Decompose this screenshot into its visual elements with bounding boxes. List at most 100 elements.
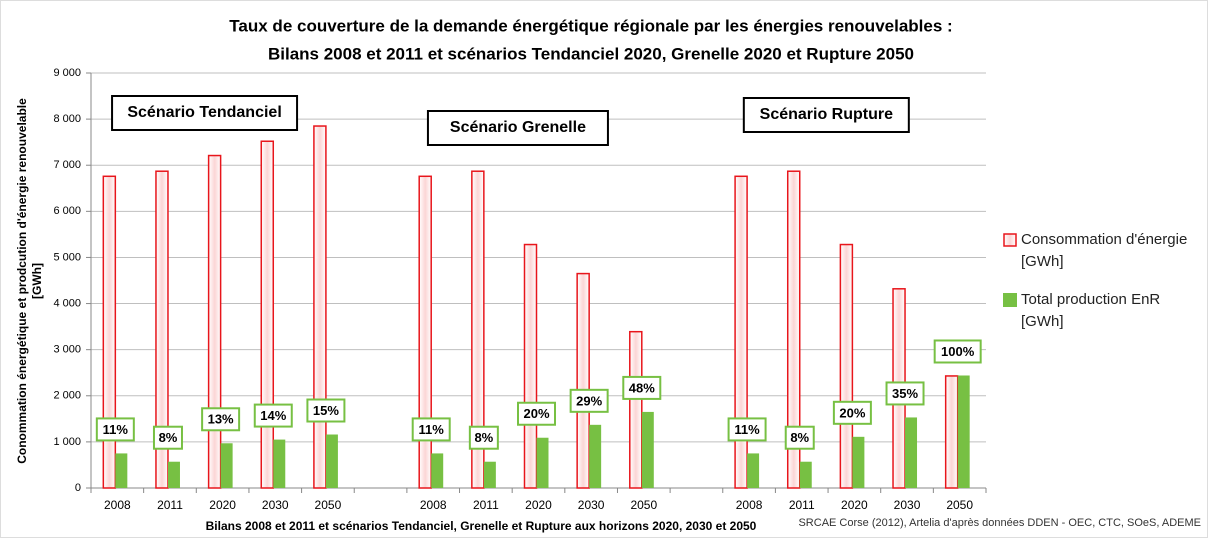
y-tick-label: 7 000 bbox=[53, 159, 81, 171]
data-label-box bbox=[152, 425, 183, 450]
scenario-label: Scénario Rupture bbox=[760, 106, 893, 123]
data-label: 100% bbox=[941, 344, 975, 359]
bar bbox=[629, 330, 643, 489]
bar bbox=[483, 461, 496, 488]
x-tick-label: 2050 bbox=[946, 498, 973, 512]
y-axis-label: [GWh] bbox=[30, 263, 44, 299]
data-label-box bbox=[517, 401, 556, 426]
data-label: 20% bbox=[523, 406, 549, 421]
data-label: 15% bbox=[313, 403, 339, 418]
data-label-box bbox=[622, 375, 662, 400]
bar bbox=[220, 443, 233, 488]
data-label-box bbox=[727, 417, 767, 442]
data-label: 14% bbox=[260, 408, 286, 423]
data-label: 11% bbox=[734, 422, 760, 437]
bar bbox=[852, 436, 865, 488]
scenario-label: Scénario Grenelle bbox=[450, 119, 586, 136]
bar bbox=[273, 439, 286, 488]
data-label: 35% bbox=[892, 386, 918, 401]
y-tick-label: 5 000 bbox=[53, 251, 81, 263]
bar bbox=[418, 175, 432, 489]
data-label: 11% bbox=[103, 422, 129, 437]
x-axis-label: Bilans 2008 et 2011 et scénarios Tendanc… bbox=[206, 519, 757, 533]
scenario-box bbox=[426, 110, 609, 146]
bar bbox=[576, 272, 590, 489]
data-label: 48% bbox=[629, 380, 655, 395]
data-label-box bbox=[885, 381, 925, 406]
x-tick-label: 2030 bbox=[578, 498, 605, 512]
bar bbox=[207, 154, 222, 489]
x-tick-label: 2020 bbox=[209, 498, 236, 512]
bar bbox=[944, 375, 959, 489]
legend-entry: Total production EnR [GWh] bbox=[1003, 289, 1191, 333]
data-label: 11% bbox=[419, 422, 445, 437]
bar bbox=[167, 461, 180, 488]
x-tick-label: 2008 bbox=[736, 498, 763, 512]
scenario-box bbox=[742, 97, 910, 133]
bar bbox=[102, 175, 117, 489]
x-tick-label: 2008 bbox=[420, 498, 447, 512]
bar bbox=[905, 417, 918, 488]
bar bbox=[155, 170, 169, 489]
x-tick-label: 2008 bbox=[104, 498, 131, 512]
data-label: 29% bbox=[576, 393, 602, 408]
bar bbox=[536, 437, 549, 488]
bar bbox=[589, 424, 602, 488]
legend-label: Consommation d'énergie [GWh] bbox=[1021, 231, 1188, 270]
bar bbox=[431, 453, 444, 488]
bar bbox=[747, 453, 760, 488]
x-tick-label: 2030 bbox=[894, 498, 921, 512]
bar bbox=[641, 411, 654, 488]
chart-title: Taux de couverture de la demande énergét… bbox=[229, 16, 952, 35]
data-label: 8% bbox=[474, 430, 493, 445]
y-tick-label: 8 000 bbox=[53, 113, 81, 125]
data-label-box bbox=[306, 398, 346, 423]
y-tick-label: 2 000 bbox=[53, 390, 81, 402]
bar bbox=[260, 140, 275, 489]
y-tick-label: 1 000 bbox=[53, 436, 81, 448]
x-tick-label: 2011 bbox=[789, 498, 815, 512]
chart-title: Bilans 2008 et 2011 et scénarios Tendanc… bbox=[268, 44, 914, 63]
y-axis-label: Conommation énergétique et prodcution d'… bbox=[15, 98, 29, 464]
data-label: 20% bbox=[839, 405, 865, 420]
data-label-box bbox=[411, 417, 451, 442]
y-tick-label: 9 000 bbox=[53, 67, 81, 79]
data-label: 8% bbox=[159, 430, 178, 445]
bar bbox=[325, 434, 338, 488]
source: SRCAE Corse (2012), Artelia d'après donn… bbox=[798, 517, 1201, 529]
x-tick-label: 2020 bbox=[841, 498, 868, 512]
bar bbox=[115, 453, 128, 488]
data-label-box bbox=[933, 339, 982, 364]
x-tick-label: 2020 bbox=[525, 498, 552, 512]
legend-entry: Consommation d'énergie [GWh] bbox=[1003, 229, 1191, 273]
x-tick-label: 2050 bbox=[630, 498, 657, 512]
legend-swatch bbox=[1003, 233, 1017, 247]
bar bbox=[786, 170, 801, 489]
bar bbox=[313, 125, 327, 489]
scenario-box bbox=[111, 95, 299, 131]
data-label-box bbox=[201, 407, 241, 432]
bar bbox=[734, 175, 748, 489]
data-label-box bbox=[832, 400, 872, 425]
x-tick-label: 2030 bbox=[262, 498, 289, 512]
data-label-box bbox=[569, 388, 609, 413]
y-tick-label: 0 bbox=[75, 482, 81, 494]
legend-swatch bbox=[1003, 293, 1017, 307]
legend-label: Total production EnR [GWh] bbox=[1021, 291, 1161, 330]
x-tick-label: 2011 bbox=[157, 498, 183, 512]
bar bbox=[523, 243, 538, 489]
scenario-label: Scénario Tendanciel bbox=[127, 104, 281, 121]
bar bbox=[839, 243, 854, 489]
y-tick-label: 6 000 bbox=[53, 205, 81, 217]
data-label-box bbox=[468, 425, 499, 450]
data-label: 13% bbox=[208, 412, 234, 427]
data-label-box bbox=[253, 403, 293, 428]
bar bbox=[957, 375, 970, 488]
y-tick-label: 3 000 bbox=[53, 344, 81, 356]
data-label: 8% bbox=[790, 430, 809, 445]
x-tick-label: 2011 bbox=[473, 498, 499, 512]
bar bbox=[471, 170, 485, 489]
data-label-box bbox=[95, 417, 135, 442]
